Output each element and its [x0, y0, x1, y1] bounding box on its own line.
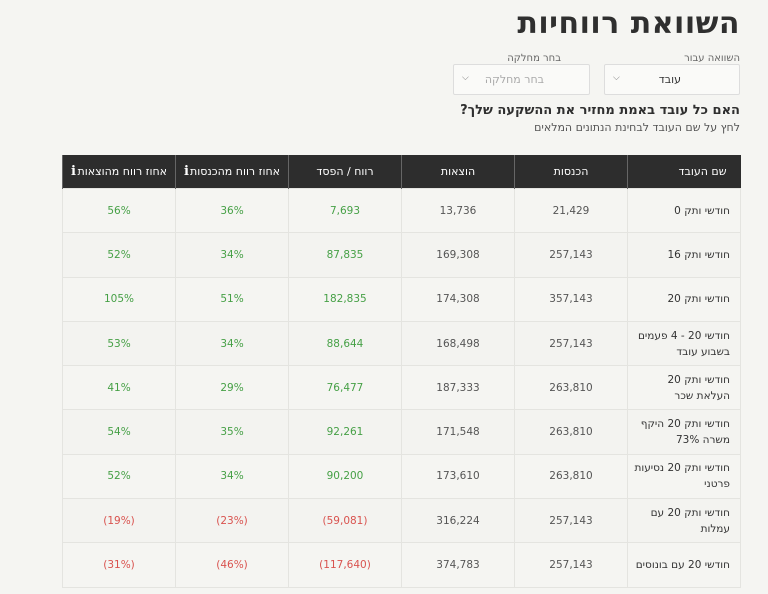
profit-cell: 7,693 — [288, 187, 402, 234]
col-pct-income-label: אחוז רווח מהכנסות — [190, 165, 280, 178]
profit-cell: (59,081) — [288, 498, 402, 544]
page-title: השוואת רווחיות — [517, 6, 740, 41]
employee-name-cell[interactable]: חודשי ותק 20 היקף משרה 73% — [627, 409, 741, 455]
employee-name-cell[interactable]: חודשי 20 - 4 פעמים בשבוע עובד — [627, 320, 741, 367]
profit-cell: (117,640) — [288, 542, 402, 588]
pct-income-cell: 34% — [175, 453, 289, 500]
compare-value: עובד — [658, 73, 681, 86]
expenses-cell: 173,610 — [401, 453, 515, 500]
pct-expenses-cell: 52% — [62, 232, 176, 278]
chevron-down-icon: ⌵ — [462, 73, 469, 83]
pct-income-cell: 34% — [175, 320, 289, 367]
pct-income-cell: 34% — [175, 232, 289, 278]
pct-income-cell: 51% — [175, 276, 289, 322]
employee-name-cell[interactable]: חודשי ותק 20 נסיעות פרטני — [627, 453, 741, 500]
pct-expenses-cell: 52% — [62, 453, 176, 500]
pct-income-cell: (23%) — [175, 498, 289, 544]
pct-income-cell: 35% — [175, 409, 289, 455]
employee-name-cell[interactable]: חודשי ותק 20 — [627, 276, 741, 322]
employee-name-cell[interactable]: חודשי ותק 20 עם עמלות — [627, 498, 741, 544]
pct-income-cell: 36% — [175, 187, 289, 234]
table-row[interactable]: חודשי ותק 16 257,143 169,308 87,835 34% 52% — [62, 232, 741, 278]
expenses-cell: 171,548 — [401, 409, 515, 455]
expenses-cell: 316,224 — [401, 498, 515, 544]
income-cell: 257,143 — [514, 542, 628, 588]
expenses-cell: 13,736 — [401, 187, 515, 234]
col-pct-expenses[interactable]: אחוז רווח מהוצאות i — [62, 155, 176, 189]
pct-expenses-cell: 56% — [62, 187, 176, 234]
pct-income-cell: 29% — [175, 365, 289, 411]
col-pct-expenses-label: אחוז רווח מהוצאות — [77, 165, 168, 178]
profit-cell: 182,835 — [288, 276, 402, 322]
table-row[interactable]: חודשי ותק 20 עם עמלות 257,143 316,224 (59,0… — [62, 498, 741, 544]
department-label: בחר מחלקה — [507, 53, 561, 64]
table-header-row: שם העובד הכנסות הוצאות רווח / הפסד אחוז … — [62, 155, 741, 189]
info-icon[interactable]: i — [71, 164, 76, 179]
expenses-cell: 168,498 — [401, 320, 515, 367]
department-placeholder: בחר מחלקה — [484, 73, 544, 86]
income-cell: 257,143 — [514, 320, 628, 367]
col-income[interactable]: הכנסות — [514, 155, 628, 189]
income-cell: 263,810 — [514, 453, 628, 500]
profit-cell: 76,477 — [288, 365, 402, 411]
income-cell: 263,810 — [514, 409, 628, 455]
compare-select[interactable]: עובד ⌵ — [604, 64, 740, 95]
table-row[interactable]: חודשי ותק 20 357,143 174,308 182,835 51% 105% — [62, 276, 741, 322]
employee-name-cell[interactable]: חודשי ותק 20 העלאת שכר — [627, 365, 741, 411]
pct-expenses-cell: 105% — [62, 276, 176, 322]
table-row[interactable]: חודשי 20 - 4 פעמים בשבוע עובד 257,143 168,… — [62, 320, 741, 367]
table-row[interactable]: חודשי ותק 20 נסיעות פרטני 263,810 173,610 9… — [62, 453, 741, 500]
income-cell: 257,143 — [514, 232, 628, 278]
expenses-cell: 169,308 — [401, 232, 515, 278]
income-cell: 357,143 — [514, 276, 628, 322]
table-row[interactable]: חודשי 20 עם בונוסים 257,143 374,783 (117,64… — [62, 542, 741, 588]
pct-expenses-cell: 53% — [62, 320, 176, 367]
chevron-down-icon: ⌵ — [613, 73, 620, 83]
compare-label: השוואה עבור — [684, 53, 740, 64]
pct-expenses-cell: (31%) — [62, 542, 176, 588]
question-heading: האם כל עובד באמת מחזיר את ההשקעה שלך? — [460, 103, 740, 118]
pct-expenses-cell: 41% — [62, 365, 176, 411]
income-cell: 257,143 — [514, 498, 628, 544]
table-row[interactable]: חודשי ותק 0 21,429 13,736 7,693 36% 56% — [62, 187, 741, 234]
table-row[interactable]: חודשי ותק 20 העלאת שכר 263,810 187,333 76,4… — [62, 365, 741, 411]
profit-cell: 87,835 — [288, 232, 402, 278]
expenses-cell: 374,783 — [401, 542, 515, 588]
col-pct-income[interactable]: אחוז רווח מהכנסות i — [175, 155, 289, 189]
expenses-cell: 174,308 — [401, 276, 515, 322]
pct-expenses-cell: 54% — [62, 409, 176, 455]
profit-cell: 92,261 — [288, 409, 402, 455]
income-cell: 21,429 — [514, 187, 628, 234]
col-name[interactable]: שם העובד — [627, 155, 741, 189]
pct-income-cell: (46%) — [175, 542, 289, 588]
info-icon[interactable]: i — [184, 164, 189, 179]
profit-cell: 90,200 — [288, 453, 402, 500]
employee-name-cell[interactable]: חודשי 20 עם בונוסים — [627, 542, 741, 588]
income-cell: 263,810 — [514, 365, 628, 411]
employee-name-cell[interactable]: חודשי ותק 0 — [627, 187, 741, 234]
expenses-cell: 187,333 — [401, 365, 515, 411]
col-expenses[interactable]: הוצאות — [401, 155, 515, 189]
profit-cell: 88,644 — [288, 320, 402, 367]
table-row[interactable]: חודשי ותק 20 היקף משרה 73% 263,810 171,548… — [62, 409, 741, 455]
col-profit[interactable]: רווח / הפסד — [288, 155, 402, 189]
pct-expenses-cell: (19%) — [62, 498, 176, 544]
hint-text: לחץ על שם העובד לבחינת הנתונים המלאים — [534, 121, 740, 134]
profitability-table: שם העובד הכנסות הוצאות רווח / הפסד אחוז … — [62, 155, 741, 588]
employee-name-cell[interactable]: חודשי ותק 16 — [627, 232, 741, 278]
department-select[interactable]: בחר מחלקה ⌵ — [453, 64, 590, 95]
